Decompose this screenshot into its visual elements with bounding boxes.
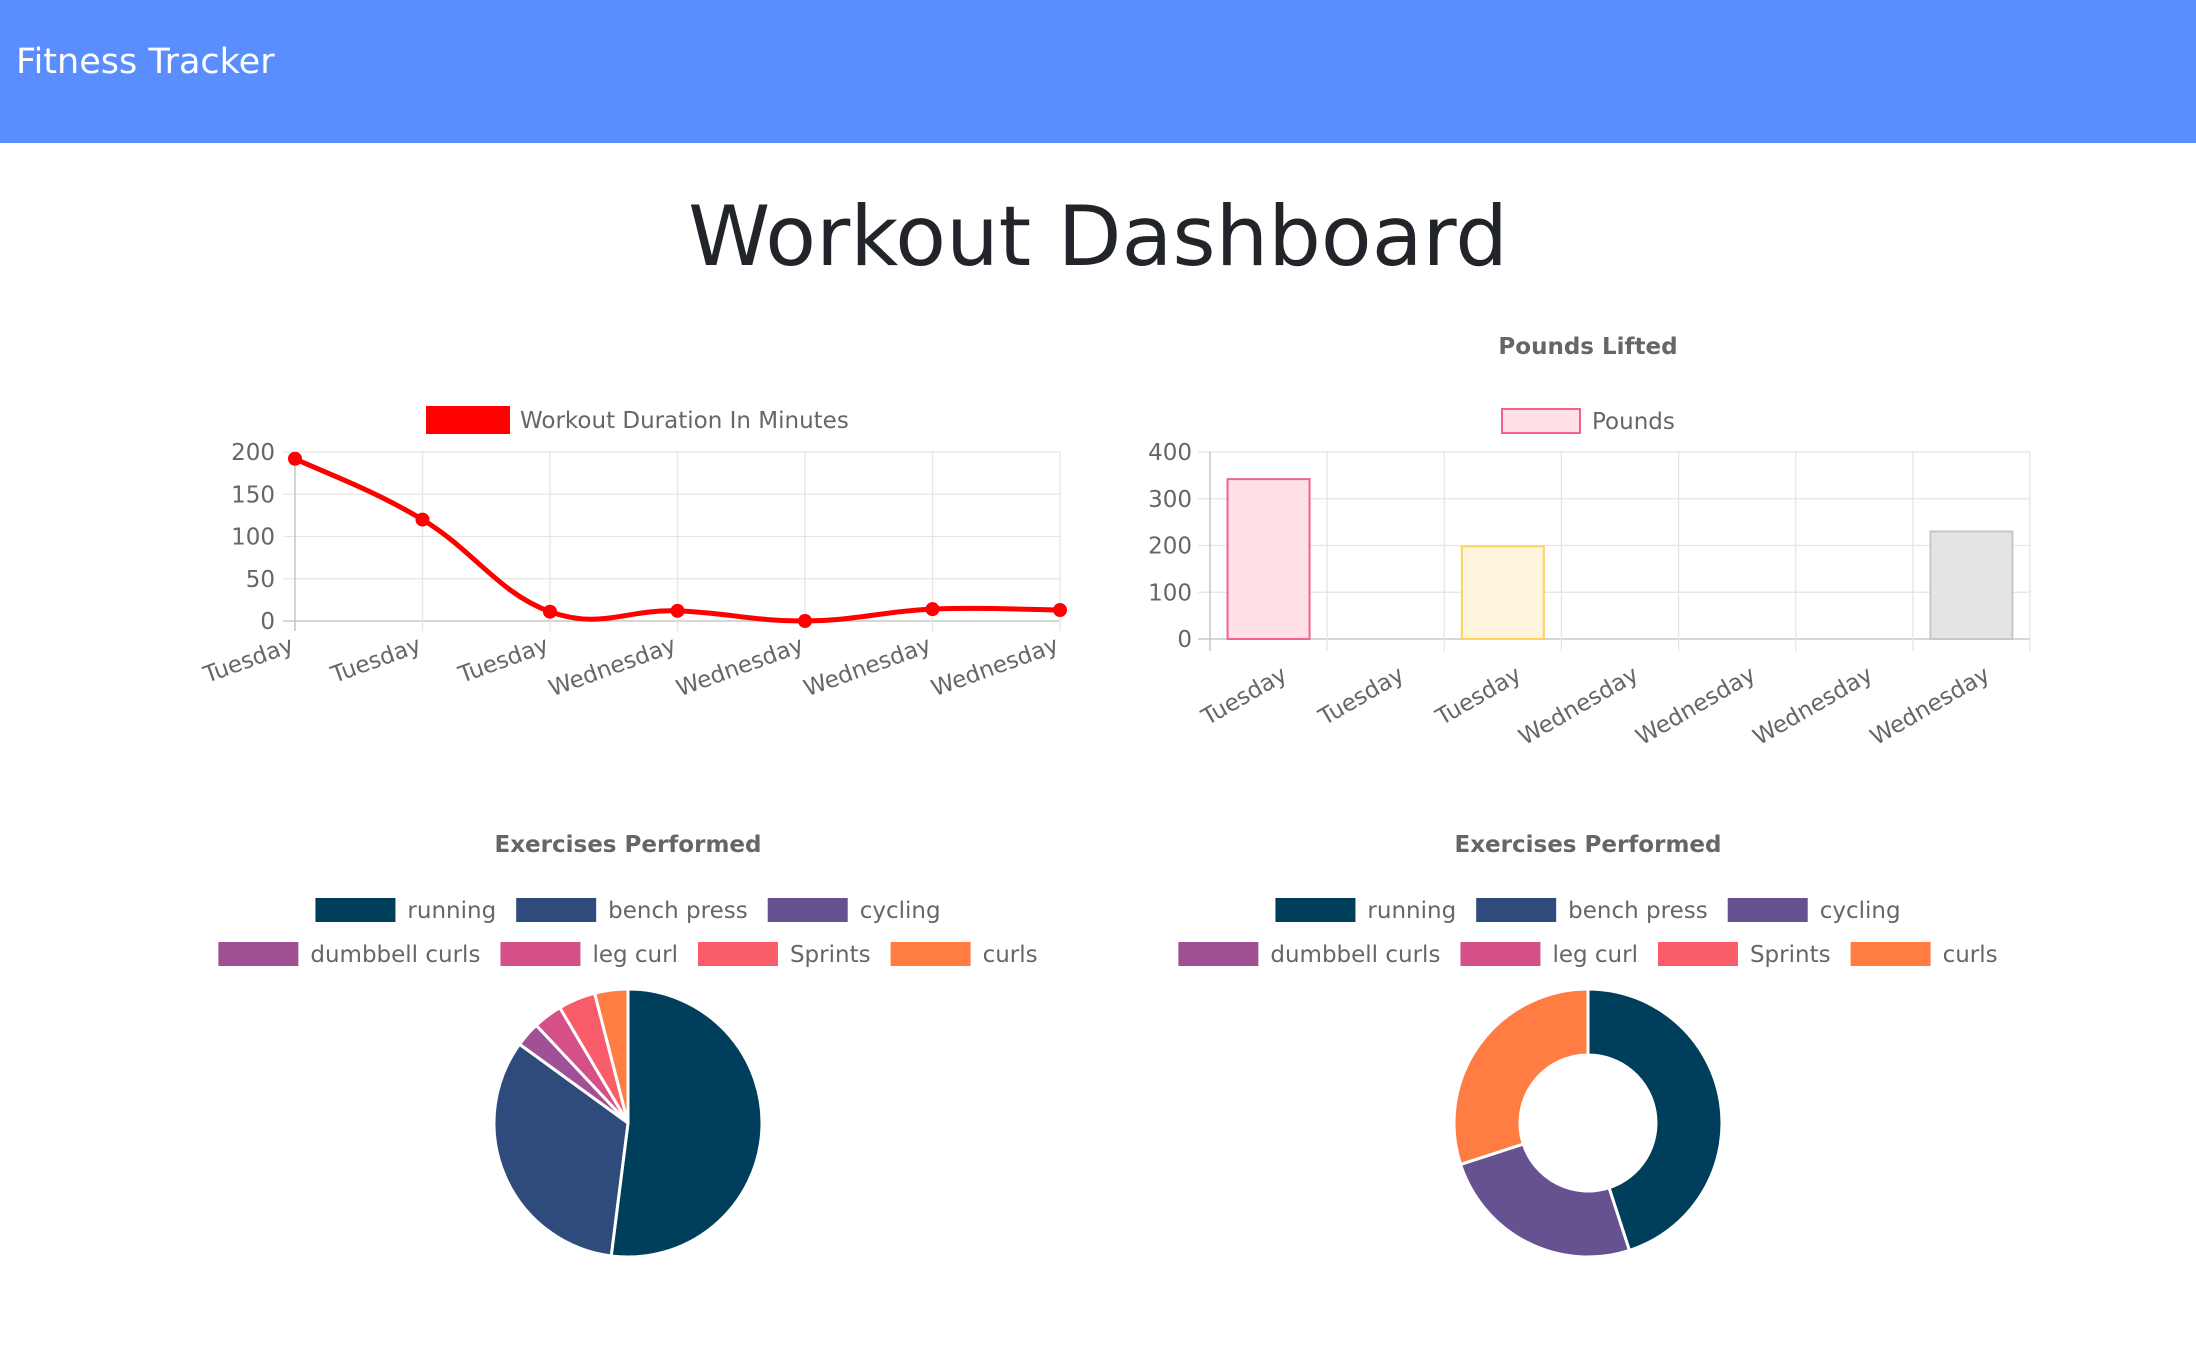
legend-label: curls	[1943, 942, 1998, 968]
data-point	[288, 451, 302, 466]
navbar: Fitness Tracker	[0, 0, 2196, 143]
pie-slice	[1458, 1142, 1632, 1259]
legend-item: leg curl	[500, 942, 678, 968]
y-tick-label: 300	[1148, 487, 1192, 513]
legend-item: running	[315, 898, 496, 924]
x-tick-label: Tuesday	[454, 632, 552, 689]
legend-label: Sprints	[1750, 942, 1831, 968]
x-tick-label: Tuesday	[1197, 662, 1292, 732]
workout-duration-line-chart: Workout Duration In Minutes 0 50 100 150 200 T…	[199, 406, 1067, 702]
bar	[1460, 545, 1545, 640]
legend-swatch	[890, 942, 971, 966]
legend-swatch	[1657, 942, 1738, 966]
bar	[1226, 478, 1311, 640]
legend-item: curls	[1850, 942, 1998, 968]
pie-slice	[1586, 987, 1724, 1253]
y-tick-label: 50	[246, 567, 275, 593]
data-point	[543, 604, 557, 619]
legend-item: Pounds	[1501, 408, 1675, 435]
data-point	[670, 603, 685, 618]
pie-slice	[609, 987, 764, 1259]
y-tick-label: 400	[1148, 440, 1192, 466]
legend-label: Workout Duration In Minutes	[520, 408, 849, 434]
x-tick-label: Wednesday	[928, 632, 1062, 702]
y-tick-label: 100	[1148, 580, 1192, 606]
legend-item: Sprints	[697, 942, 871, 968]
x-tick-label: Wednesday	[546, 632, 680, 702]
y-tick-label: 200	[231, 440, 275, 466]
legend-label: running	[407, 898, 496, 924]
legend-label: Sprints	[790, 942, 871, 968]
legend-swatch	[1476, 898, 1557, 922]
y-tick-label: 100	[231, 525, 275, 551]
y-tick-label: 0	[260, 609, 275, 635]
y-tick-label: 200	[1148, 534, 1192, 560]
legend-label: Pounds	[1592, 409, 1675, 435]
pie-slice	[492, 1042, 630, 1258]
legend-swatch	[516, 898, 597, 922]
legend-item: curls	[890, 942, 1038, 968]
legend-label: running	[1367, 898, 1456, 924]
legend-label: cycling	[860, 898, 941, 924]
legend-swatch	[767, 898, 848, 922]
legend-label: cycling	[1820, 898, 1901, 924]
x-tick-label: Tuesday	[327, 632, 425, 689]
data-point	[1053, 603, 1067, 618]
legend-swatch	[697, 942, 778, 966]
x-tick-label: Wednesday	[673, 632, 807, 702]
y-tick-label: 0	[1177, 627, 1192, 653]
legend-item: cycling	[767, 898, 941, 924]
pie-slice	[592, 987, 630, 1124]
pounds-lifted-bar-chart: Pounds Lifted Pounds 0 100 200 300 400 Tuesday T…	[1148, 334, 2031, 751]
legend-label: leg curl	[1552, 942, 1638, 968]
legend-swatch	[500, 942, 581, 966]
legend-item: cycling	[1727, 898, 1901, 924]
legend-item: leg curl	[1460, 942, 1638, 968]
exercises-pie-chart: Exercises Performed running bench press cyc…	[218, 832, 1038, 1259]
legend-item: dumbbell curls	[218, 942, 480, 968]
x-tick-label: Wednesday	[1749, 662, 1877, 751]
legend-item: Workout Duration In Minutes	[426, 406, 849, 434]
x-tick-label: Wednesday	[1515, 662, 1643, 751]
legend-label: leg curl	[592, 942, 678, 968]
legend-item: bench press	[516, 898, 748, 924]
legend-swatch	[1727, 898, 1808, 922]
legend-swatch	[1178, 942, 1259, 966]
legend-swatch	[1460, 942, 1541, 966]
bar	[1929, 530, 2014, 641]
x-tick-label: Tuesday	[1431, 662, 1526, 732]
legend-item: running	[1275, 898, 1456, 924]
legend-swatch	[315, 898, 396, 922]
x-tick-label: Wednesday	[1632, 662, 1760, 751]
chart-title: Pounds Lifted	[1498, 334, 1677, 360]
chart-title: Exercises Performed	[495, 832, 762, 858]
legend-label: dumbbell curls	[1270, 942, 1440, 968]
data-point	[925, 602, 940, 617]
legend-item: dumbbell curls	[1178, 942, 1440, 968]
x-tick-label: Wednesday	[1866, 662, 1994, 751]
legend-swatch	[218, 942, 299, 966]
x-tick-label: Tuesday	[1314, 662, 1409, 732]
exercises-donut-chart: Exercises Performed running bench press cyc…	[1178, 832, 1998, 1259]
brand-link[interactable]: Fitness Tracker	[16, 42, 275, 82]
legend-label: bench press	[1568, 898, 1708, 924]
legend-label: bench press	[608, 898, 748, 924]
legend-item: bench press	[1476, 898, 1708, 924]
page-title: Workout Dashboard	[688, 188, 1508, 285]
legend-swatch	[1275, 898, 1356, 922]
pie-slice	[1452, 987, 1590, 1167]
legend-swatch	[1501, 408, 1581, 434]
chart-title: Exercises Performed	[1455, 832, 1722, 858]
x-tick-label: Wednesday	[801, 632, 935, 702]
x-tick-label: Tuesday	[199, 632, 297, 689]
y-tick-label: 150	[231, 482, 275, 508]
data-point	[415, 512, 430, 527]
data-point	[798, 614, 812, 628]
legend-swatch	[426, 406, 510, 434]
legend-item: Sprints	[1657, 942, 1831, 968]
legend-label: dumbbell curls	[310, 942, 480, 968]
legend-swatch	[1850, 942, 1931, 966]
legend-label: curls	[983, 942, 1038, 968]
